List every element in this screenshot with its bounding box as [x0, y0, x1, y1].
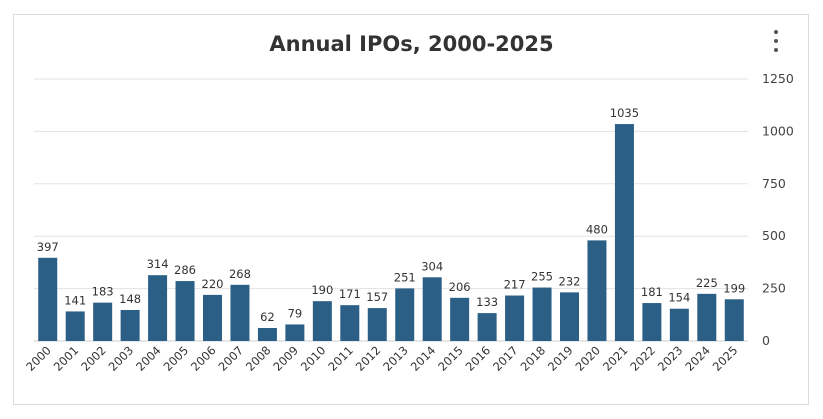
y-tick-label: 1000	[762, 123, 794, 138]
x-tick-label: 2025	[710, 343, 741, 374]
x-tick-label: 2021	[600, 343, 631, 374]
x-tick-label: 2017	[490, 343, 521, 374]
data-label: 199	[723, 281, 745, 295]
bar-2016[interactable]	[477, 313, 497, 341]
data-label: 141	[64, 293, 86, 307]
bar-2024[interactable]	[697, 293, 717, 341]
x-tick-label: 2023	[655, 343, 686, 374]
data-label: 190	[311, 283, 333, 297]
data-label: 1035	[610, 106, 639, 120]
bar-2007[interactable]	[230, 284, 250, 341]
x-tick-label: 2007	[215, 343, 246, 374]
x-tick-label: 2018	[518, 343, 549, 374]
x-tick-label: 2009	[270, 343, 301, 374]
bar-2025[interactable]	[724, 299, 744, 341]
kebab-menu-icon[interactable]	[766, 30, 786, 52]
bar-2004[interactable]	[148, 275, 168, 341]
data-label: 225	[696, 276, 718, 290]
bar-2019[interactable]	[560, 292, 579, 341]
x-tick-label: 2024	[682, 343, 713, 374]
bar-2003[interactable]	[120, 309, 140, 341]
bar-2021[interactable]	[614, 124, 634, 342]
y-tick-label: 0	[762, 333, 770, 348]
bar-2006[interactable]	[203, 294, 222, 341]
bar-2022[interactable]	[642, 303, 662, 341]
data-label: 220	[202, 277, 224, 291]
x-tick-label: 2006	[188, 343, 219, 374]
data-label: 251	[394, 270, 416, 284]
bar-2009[interactable]	[285, 324, 305, 341]
data-label: 217	[504, 278, 526, 292]
y-tick-label: 500	[762, 228, 786, 243]
data-label: 480	[586, 222, 608, 236]
x-tick-label: 2013	[380, 343, 411, 374]
data-label: 183	[92, 285, 114, 299]
data-label: 232	[559, 274, 581, 288]
bar-2017[interactable]	[505, 295, 525, 341]
x-tick-label: 2022	[627, 343, 658, 374]
data-label: 268	[229, 267, 251, 281]
data-label: 79	[288, 306, 303, 320]
x-tick-label: 2003	[106, 343, 137, 374]
bar-2018[interactable]	[532, 287, 552, 341]
x-tick-label: 2002	[78, 343, 109, 374]
data-label: 148	[119, 292, 141, 306]
menu-dot	[774, 48, 778, 52]
x-tick-label: 2004	[133, 343, 164, 374]
data-label: 206	[449, 280, 471, 294]
chart-title: Annual IPOs, 2000-2025	[269, 32, 554, 56]
bar-2008[interactable]	[257, 328, 277, 341]
x-tick-label: 2011	[325, 343, 356, 374]
bar-2015[interactable]	[450, 297, 470, 341]
data-label: 304	[421, 259, 443, 273]
data-label: 397	[37, 240, 59, 254]
data-label: 255	[531, 270, 553, 284]
bar-2020[interactable]	[587, 240, 607, 341]
data-label: 62	[260, 310, 275, 324]
bar-2012[interactable]	[367, 308, 387, 341]
bar-2005[interactable]	[175, 281, 195, 341]
bar-2013[interactable]	[395, 288, 415, 341]
y-tick-label: 750	[762, 176, 786, 191]
x-tick-label: 2012	[353, 343, 384, 374]
y-tick-label: 1250	[762, 71, 794, 86]
x-tick-label: 2008	[243, 343, 274, 374]
x-tick-label: 2010	[298, 343, 329, 374]
data-label: 133	[476, 295, 498, 309]
bar-2014[interactable]	[422, 277, 442, 341]
bar-2023[interactable]	[669, 308, 689, 341]
menu-dot	[774, 39, 778, 43]
data-label: 286	[174, 263, 196, 277]
data-label: 154	[668, 291, 690, 305]
data-label: 181	[641, 285, 663, 299]
y-tick-label: 250	[762, 281, 786, 296]
bar-2000[interactable]	[38, 257, 58, 341]
data-label: 171	[339, 287, 361, 301]
data-label: 314	[147, 257, 169, 271]
x-tick-label: 2019	[545, 343, 576, 374]
x-tick-label: 2000	[23, 343, 54, 374]
x-tick-label: 2020	[572, 343, 603, 374]
x-tick-label: 2005	[161, 343, 192, 374]
x-tick-label: 2014	[408, 343, 439, 374]
menu-dot	[774, 30, 778, 34]
bar-2002[interactable]	[93, 302, 113, 341]
data-label: 157	[366, 290, 388, 304]
bar-2010[interactable]	[312, 301, 332, 341]
x-tick-label: 2001	[51, 343, 82, 374]
bar-2001[interactable]	[65, 311, 85, 341]
x-tick-label: 2016	[463, 343, 494, 374]
x-tick-label: 2015	[435, 343, 466, 374]
bar-2011[interactable]	[340, 305, 360, 341]
